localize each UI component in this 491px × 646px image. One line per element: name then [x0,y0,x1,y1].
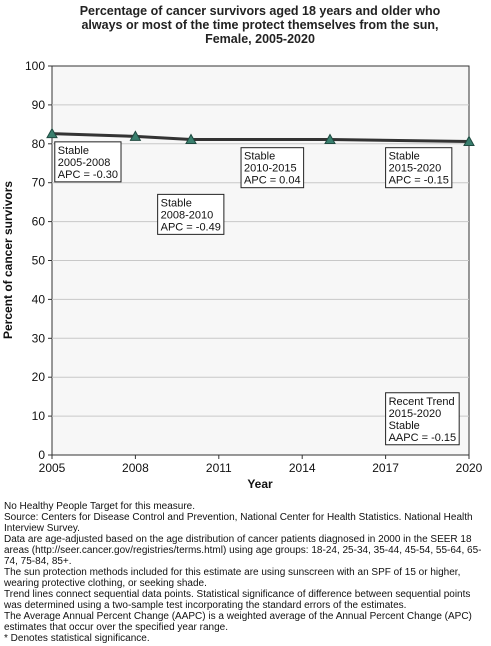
annotation-line: APC = 0.04 [244,175,301,187]
x-axis: 2005 2008 2011 2014 2017 2020 [39,455,483,475]
x-tick-label: 2005 [39,461,66,475]
note-significance: * Denotes statistical significance. [4,633,150,644]
y-axis-label: Percent of cancer survivors [1,181,15,339]
annotation-box [385,147,453,189]
annotation-line: APC = -0.15 [389,175,449,187]
annotation-line: Stable [244,151,275,163]
annotation-line: 2010-2015 [244,163,297,175]
annotation-line: Stable [161,197,192,209]
y-tick-label: 60 [32,215,46,229]
chart-title-line-2: always or most of the time protect thems… [81,18,439,32]
x-tick-label: 2011 [206,461,232,475]
note-trend-lines: Trend lines connect sequential data poin… [4,589,471,611]
annotation-line: APC = -0.49 [161,221,221,233]
y-tick-label: 70 [32,176,46,190]
data-point-marker [185,133,197,145]
note-source: Source: Centers for Disease Control and … [4,512,473,534]
y-axis: 0 10 20 30 40 50 60 70 80 90 100 [25,59,52,462]
y-tick-label: 20 [32,370,46,384]
chart-title: Percentage of cancer survivors aged 18 y… [40,4,480,46]
data-point-marker [324,133,336,145]
note-age-adjusted: Data are age-adjusted based on the age d… [4,534,482,567]
y-tick-label: 90 [32,98,46,112]
x-tick-label: 2020 [456,461,483,475]
y-tick-label: 40 [32,292,46,306]
data-point-marker [463,135,475,146]
note-aapc: The Average Annual Percent Change (AAPC)… [4,611,472,633]
x-tick-label: 2017 [372,461,399,475]
y-tick-label: 0 [38,448,45,462]
y-tick-label: 30 [32,331,46,345]
footnotes: No Healthy People Target for this measur… [4,501,490,644]
annotation-line: Stable [389,420,420,432]
annotation-line: 2005-2008 [58,157,111,169]
x-tick-label: 2008 [122,461,149,475]
x-tick-label: 2014 [289,461,316,475]
data-point-marker [129,130,142,141]
x-axis-label: Year [247,477,273,491]
note-sun-protection: The sun protection methods included for … [4,567,461,589]
annotation-line: 2015-2020 [389,408,442,420]
annotation-box [157,193,225,235]
y-tick-label: 50 [32,254,46,268]
series-group [46,127,475,146]
data-point-marker [46,127,58,139]
annotation-line: 2008-2010 [161,209,214,221]
annotation-line: Stable [389,151,420,163]
y-tick-label: 10 [32,409,46,423]
annotation-line: AAPC = -0.15 [389,432,457,444]
annotation-line: Stable [58,145,89,157]
annotation-line: APC = -0.30 [58,169,118,181]
chart-title-line-3: Female, 2005-2020 [205,32,315,46]
note-target: No Healthy People Target for this measur… [4,501,196,512]
chart-title-line-1: Percentage of cancer survivors aged 18 y… [79,4,441,18]
annotation-line: Recent Trend [389,396,455,408]
annotation-box [385,392,460,446]
y-tick-label: 100 [25,59,45,73]
annotation-box [54,141,122,183]
y-tick-label: 80 [32,137,46,151]
annotation-line: 2015-2020 [389,163,442,175]
annotation-box [240,147,305,189]
